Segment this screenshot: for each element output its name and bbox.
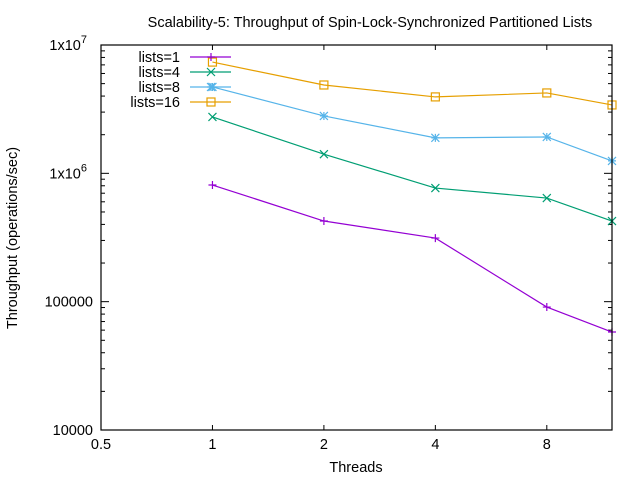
data-point-square: [319, 80, 329, 90]
x-tick-label: 1: [208, 437, 216, 453]
data-point-plus: [319, 217, 328, 226]
data-point-square: [430, 92, 440, 102]
x-tick-label: 4: [431, 437, 439, 453]
legend-item: lists=1: [138, 50, 231, 66]
x-axis-label: Threads: [329, 460, 382, 476]
series-lists-16: [207, 57, 617, 110]
legend-item: lists=4: [138, 65, 231, 81]
data-point-star: [430, 133, 440, 143]
data-point-cross: [430, 183, 440, 193]
legend-label: lists=8: [138, 80, 180, 96]
series-lists-8: [208, 82, 617, 166]
data-point-star: [542, 132, 552, 142]
plot-border: [100, 44, 613, 431]
data-point-square: [206, 97, 216, 107]
y-tick-label-exponent: 7: [81, 34, 87, 46]
data-point-star: [206, 82, 216, 92]
data-point-square: [207, 57, 218, 67]
data-point-star: [319, 111, 329, 121]
series-layer: [207, 57, 617, 337]
legend-label: lists=4: [138, 65, 180, 81]
legend-item: lists=8: [138, 80, 231, 96]
data-point-cross: [319, 149, 329, 159]
series-line: [212, 116, 613, 222]
legend-label: lists=16: [130, 95, 180, 111]
y-tick-label: 10000: [53, 423, 93, 439]
series-line: [212, 184, 613, 333]
data-point-square: [542, 88, 552, 98]
y-tick-label-base: 1x10: [49, 166, 80, 182]
y-tick-label: 100000: [45, 295, 93, 311]
y-tick-label: 1x107: [49, 34, 87, 54]
data-point-plus: [208, 181, 217, 190]
data-point-plus: [207, 53, 215, 61]
y-tick-label-base: 1x10: [49, 38, 80, 54]
data-point-plus: [431, 234, 440, 243]
chart-title: Scalability-5: Throughput of Spin-Lock-S…: [148, 15, 593, 31]
legend-label: lists=1: [138, 50, 180, 66]
x-tick-label: 0.5: [91, 437, 111, 453]
y-tick-label: 1x106: [49, 162, 87, 182]
data-point-plus: [542, 303, 551, 312]
y-tick-label-exponent: 6: [81, 162, 87, 174]
series-lists-4: [208, 112, 617, 226]
x-tick-label: 2: [320, 437, 328, 453]
data-point-cross: [206, 67, 216, 77]
series-line: [212, 86, 613, 162]
legend-item: lists=16: [130, 95, 231, 111]
x-tick-label: 8: [543, 437, 551, 453]
y-axis-label: Throughput (operations/sec): [5, 147, 21, 329]
data-point-cross: [542, 193, 552, 203]
series-lists-1: [208, 181, 616, 337]
data-point-cross: [208, 112, 217, 122]
series-line: [212, 61, 613, 106]
